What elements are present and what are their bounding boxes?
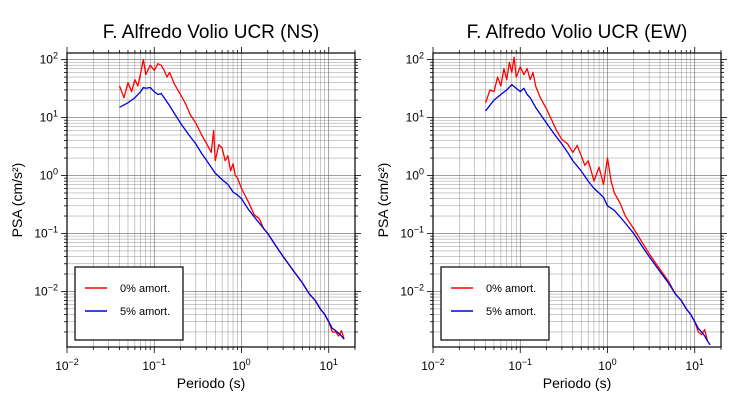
y-tick-exp: 2 xyxy=(419,51,424,61)
y-tick-exp: −1 xyxy=(48,224,58,234)
x-tick-exp: −1 xyxy=(156,357,166,367)
y-tick-base: 10 xyxy=(40,53,54,67)
plot-frame xyxy=(432,52,722,348)
y-tick-base: 10 xyxy=(400,226,414,240)
x-tick-label: 10−2 xyxy=(55,357,79,373)
x-tick-base: 10 xyxy=(686,359,700,373)
series-line-2 xyxy=(485,83,711,346)
series-line-2 xyxy=(119,86,345,340)
y-tick-exp: −2 xyxy=(414,282,424,292)
legend-box xyxy=(74,266,184,341)
x-tick-exp: −2 xyxy=(435,357,445,367)
y-tick-base: 10 xyxy=(406,169,420,183)
y-tick-base: 10 xyxy=(400,284,414,298)
x-tick-base: 10 xyxy=(55,359,69,373)
chart-title: F. Alfredo Volio UCR (NS) xyxy=(103,22,319,43)
y-tick-exp: −1 xyxy=(414,224,424,234)
y-tick-exp: 2 xyxy=(53,51,58,61)
y-tick-exp: 1 xyxy=(419,109,424,119)
x-tick-base: 10 xyxy=(598,359,612,373)
y-axis-label: PSA (cm/s²) xyxy=(9,163,25,238)
x-tick-label: 100 xyxy=(232,357,250,373)
y-tick-label: 101 xyxy=(40,109,58,125)
y-tick-label: 100 xyxy=(406,167,424,183)
x-tick-exp: −1 xyxy=(522,357,532,367)
x-tick-label: 100 xyxy=(598,357,616,373)
legend: 0% amort. 5% amort. xyxy=(74,266,184,341)
y-tick-base: 10 xyxy=(406,53,420,67)
y-tick-base: 10 xyxy=(34,284,48,298)
plot-frame xyxy=(66,52,356,348)
x-axis-label: Periodo (s) xyxy=(543,375,611,391)
legend-label-1: 0% amort. xyxy=(486,283,536,295)
y-tick-label: 102 xyxy=(40,51,58,67)
x-tick-exp: 1 xyxy=(333,357,338,367)
x-tick-base: 10 xyxy=(421,359,435,373)
y-tick-base: 10 xyxy=(34,226,48,240)
legend: 0% amort. 5% amort. xyxy=(440,266,550,341)
legend-label-2: 5% amort. xyxy=(120,306,170,318)
y-tick-label: 10−2 xyxy=(34,282,58,298)
y-tick-base: 10 xyxy=(40,169,54,183)
y-tick-exp: 1 xyxy=(53,109,58,119)
x-tick-label: 10−2 xyxy=(421,357,445,373)
y-tick-label: 102 xyxy=(406,51,424,67)
y-tick-exp: −2 xyxy=(48,282,58,292)
y-tick-label: 100 xyxy=(40,167,58,183)
y-tick-base: 10 xyxy=(406,111,420,125)
x-tick-label: 101 xyxy=(686,357,704,373)
x-tick-base: 10 xyxy=(320,359,334,373)
x-tick-exp: 0 xyxy=(612,357,617,367)
x-tick-label: 101 xyxy=(320,357,338,373)
x-tick-base: 10 xyxy=(142,359,156,373)
x-tick-base: 10 xyxy=(508,359,522,373)
x-axis-label: Periodo (s) xyxy=(177,375,245,391)
y-tick-base: 10 xyxy=(40,111,54,125)
grid-lines xyxy=(432,53,722,347)
chart-title: F. Alfredo Volio UCR (EW) xyxy=(467,22,688,43)
x-tick-label: 10−1 xyxy=(508,357,532,373)
y-tick-label: 10−2 xyxy=(400,282,424,298)
x-tick-exp: 1 xyxy=(699,357,704,367)
legend-label-2: 5% amort. xyxy=(486,306,536,318)
y-tick-label: 10−1 xyxy=(34,224,58,240)
legend-label-1: 0% amort. xyxy=(120,283,170,295)
y-tick-exp: 0 xyxy=(53,167,58,177)
legend-box xyxy=(440,266,550,341)
y-tick-exp: 0 xyxy=(419,167,424,177)
y-tick-label: 10−1 xyxy=(400,224,424,240)
y-tick-label: 101 xyxy=(406,109,424,125)
x-tick-exp: −2 xyxy=(69,357,79,367)
y-axis-label: PSA (cm/s²) xyxy=(375,163,391,238)
x-tick-exp: 0 xyxy=(246,357,251,367)
x-tick-label: 10−1 xyxy=(142,357,166,373)
x-tick-base: 10 xyxy=(232,359,246,373)
